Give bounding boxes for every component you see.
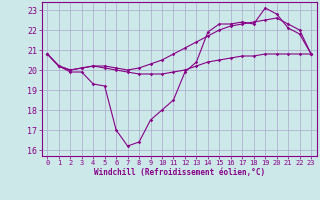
X-axis label: Windchill (Refroidissement éolien,°C): Windchill (Refroidissement éolien,°C)	[94, 168, 265, 177]
